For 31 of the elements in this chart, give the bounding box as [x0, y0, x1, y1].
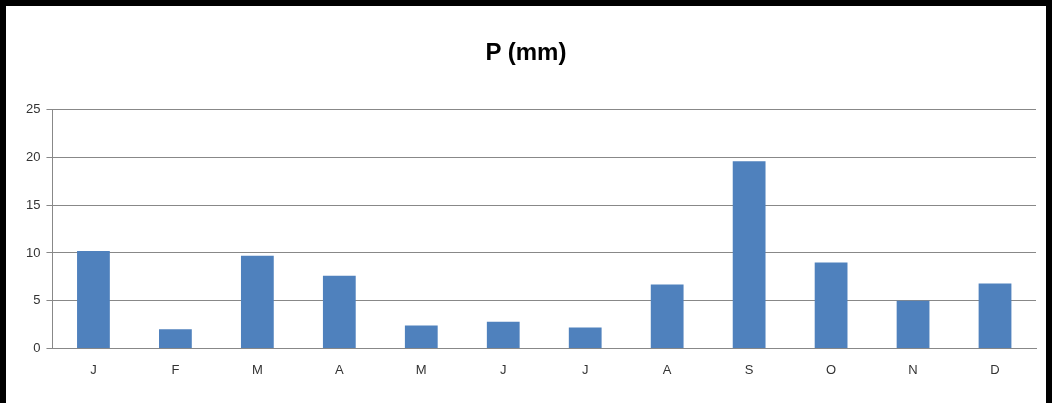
- bar: [568, 327, 602, 348]
- y-tick-label: 10: [25, 244, 41, 260]
- bar: [404, 325, 438, 348]
- bar: [486, 321, 520, 348]
- bar: [732, 161, 766, 348]
- bar: [322, 275, 356, 348]
- y-tick-label: 20: [25, 149, 41, 165]
- bar: [978, 283, 1012, 348]
- bar: [77, 251, 110, 348]
- x-tick-label: N: [908, 361, 918, 377]
- x-tick-label: S: [744, 361, 754, 377]
- x-tick-label: M: [251, 361, 263, 377]
- y-tick-label: 15: [25, 196, 41, 212]
- x-tick-label: A: [334, 361, 344, 377]
- bar: [159, 329, 192, 348]
- x-tick-label: D: [990, 361, 1000, 377]
- bar: [240, 255, 274, 348]
- y-tick-label: 0: [33, 339, 41, 355]
- x-tick-label: J: [500, 361, 507, 377]
- bar: [650, 284, 684, 348]
- x-tick-label: A: [662, 361, 672, 377]
- x-tick-label: J: [90, 361, 97, 377]
- y-tick-label: 25: [25, 101, 41, 117]
- chart-title: P (mm): [484, 38, 568, 66]
- x-tick-label: F: [171, 361, 180, 377]
- x-tick-label: O: [826, 361, 837, 377]
- x-tick-label: M: [415, 361, 427, 377]
- x-tick-label: J: [581, 361, 589, 377]
- bar: [814, 262, 848, 348]
- bar: [896, 300, 930, 348]
- y-tick-label: 5: [33, 292, 41, 308]
